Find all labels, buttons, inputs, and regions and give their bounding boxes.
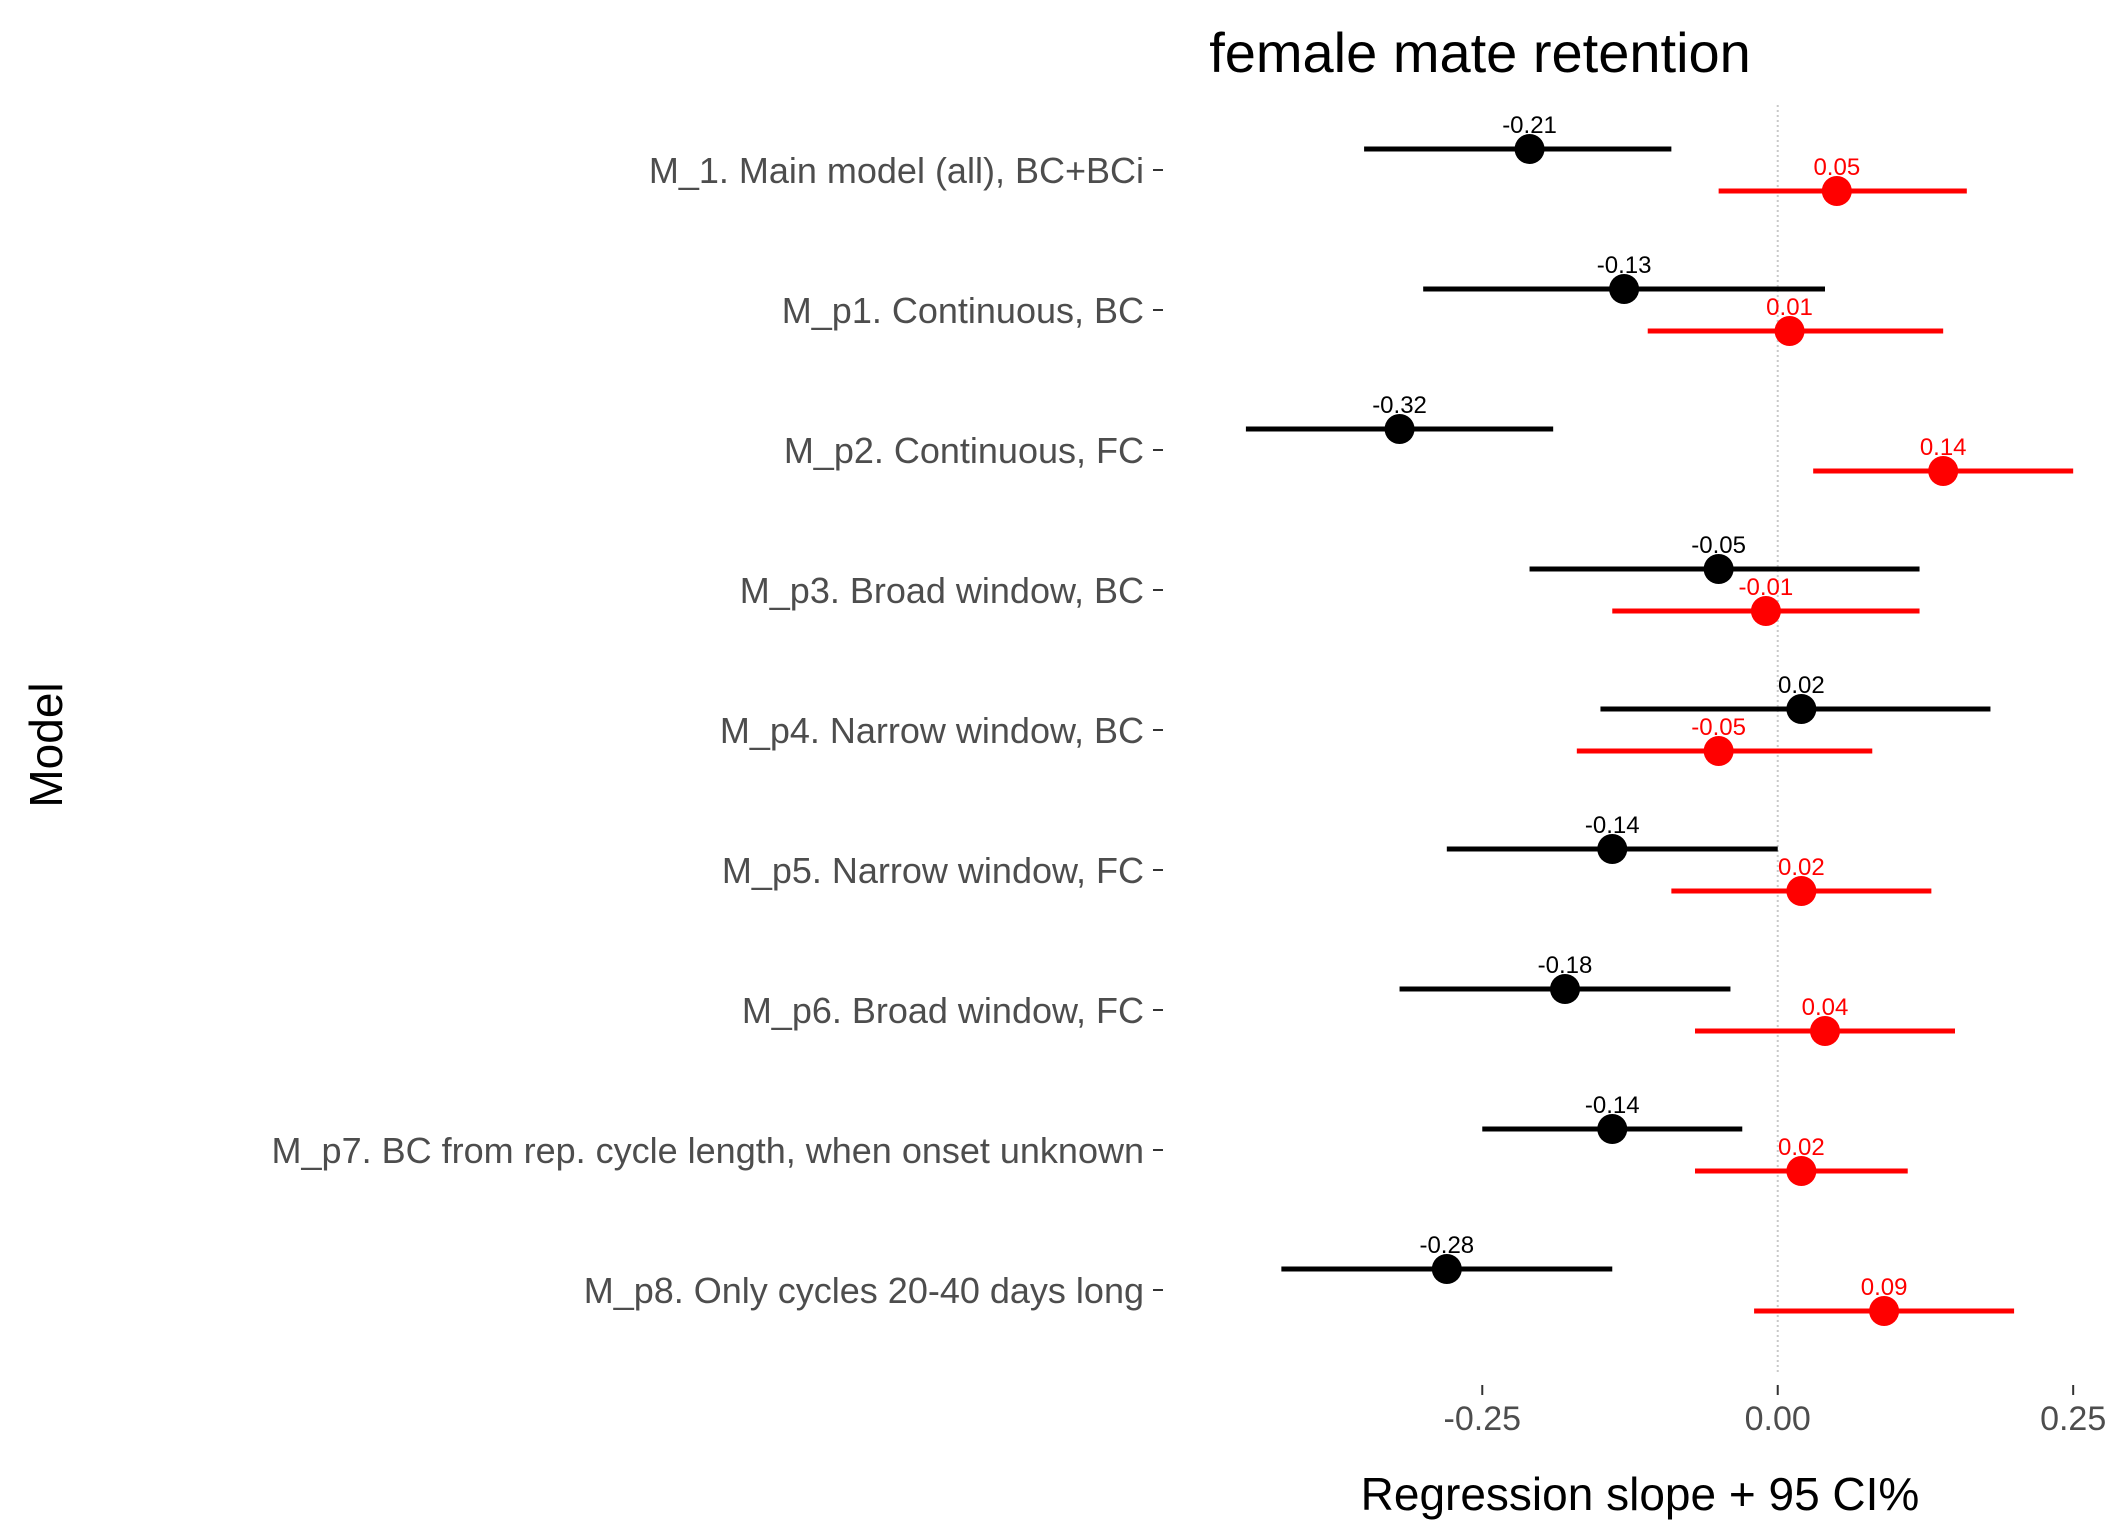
data-label: -0.32 bbox=[1372, 392, 1427, 419]
estimate-point bbox=[1514, 134, 1545, 164]
data-label: -0.14 bbox=[1585, 812, 1640, 839]
y-axis-title: Model bbox=[20, 682, 72, 807]
estimate-point bbox=[1597, 834, 1628, 864]
estimate-point bbox=[1703, 554, 1734, 584]
estimate-point bbox=[1786, 694, 1817, 724]
estimate-point bbox=[1609, 274, 1640, 304]
data-label: 0.01 bbox=[1766, 294, 1813, 321]
data-label: -0.05 bbox=[1691, 714, 1746, 741]
data-label: 0.02 bbox=[1778, 1134, 1825, 1161]
x-tick-label: 0.25 bbox=[2040, 1400, 2106, 1438]
data-label: 0.02 bbox=[1778, 672, 1825, 699]
data-label: -0.13 bbox=[1597, 252, 1652, 279]
y-tick-label: M_p3. Broad window, BC bbox=[740, 570, 1144, 611]
y-tick-label: M_p4. Narrow window, BC bbox=[720, 710, 1144, 751]
data-label: 0.04 bbox=[1802, 994, 1849, 1021]
data-label: -0.18 bbox=[1538, 952, 1593, 979]
data-label: -0.01 bbox=[1739, 574, 1794, 601]
y-tick-label: M_1. Main model (all), BC+BCi bbox=[649, 150, 1144, 191]
y-tick-label: M_p2. Continuous, FC bbox=[784, 430, 1144, 471]
estimate-point bbox=[1703, 736, 1734, 766]
data-label: 0.05 bbox=[1813, 154, 1860, 181]
data-label: -0.28 bbox=[1419, 1232, 1474, 1259]
x-tick-label: -0.25 bbox=[1444, 1400, 1522, 1438]
estimate-point bbox=[1550, 974, 1580, 1004]
x-axis-title: Regression slope + 95 CI% bbox=[1361, 1468, 1920, 1520]
data-label: 0.14 bbox=[1920, 434, 1967, 461]
estimate-point bbox=[1774, 316, 1805, 346]
estimate-point bbox=[1821, 176, 1852, 206]
estimate-point bbox=[1869, 1296, 1900, 1326]
data-label: -0.05 bbox=[1691, 532, 1746, 559]
estimate-point bbox=[1810, 1016, 1840, 1046]
y-tick-label: M_p6. Broad window, FC bbox=[742, 990, 1144, 1031]
y-tick-label: M_p1. Continuous, BC bbox=[782, 290, 1144, 331]
estimate-point bbox=[1786, 1156, 1817, 1186]
y-tick-label: M_p5. Narrow window, FC bbox=[722, 850, 1144, 891]
estimate-point bbox=[1750, 596, 1781, 626]
y-tick-label: M_p8. Only cycles 20-40 days long bbox=[584, 1270, 1144, 1311]
estimate-point bbox=[1431, 1254, 1462, 1284]
estimate-point bbox=[1928, 456, 1959, 486]
x-tick-label: 0.00 bbox=[1745, 1400, 1811, 1438]
y-tick-label: M_p7. BC from rep. cycle length, when on… bbox=[272, 1130, 1144, 1171]
estimate-point bbox=[1786, 876, 1817, 906]
estimate-point bbox=[1384, 414, 1415, 444]
plot-area: M_1. Main model (all), BC+BCi M_p1. Conti… bbox=[272, 105, 2106, 1438]
estimate-point bbox=[1597, 1114, 1628, 1144]
data-label: -0.14 bbox=[1585, 1092, 1640, 1119]
data-label: 0.02 bbox=[1778, 854, 1825, 881]
data-label: -0.21 bbox=[1502, 112, 1557, 139]
chart-title: female mate retention bbox=[1209, 21, 1751, 84]
data-label: 0.09 bbox=[1861, 1274, 1908, 1301]
